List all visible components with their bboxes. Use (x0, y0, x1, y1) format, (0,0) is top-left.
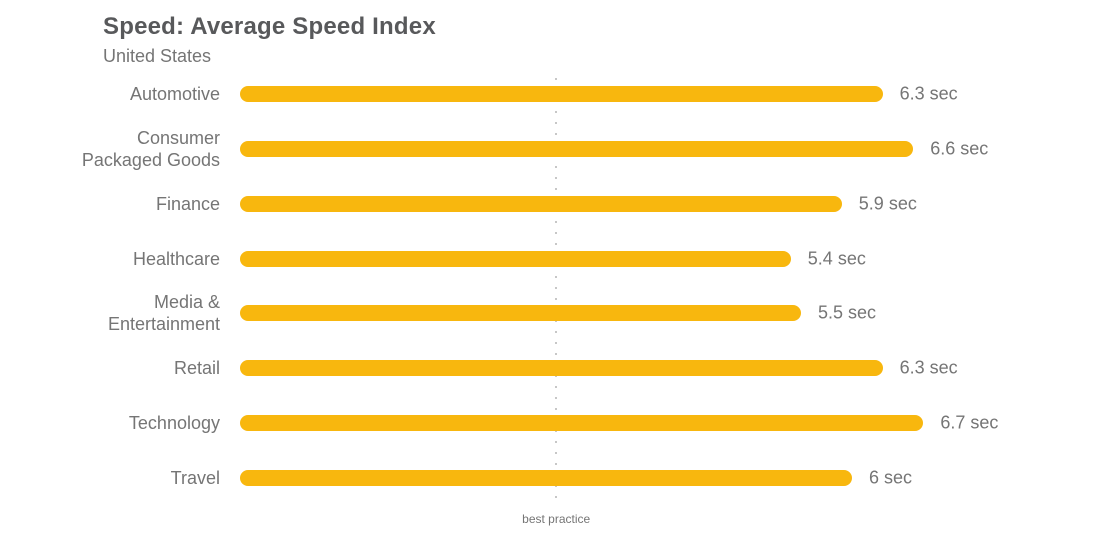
best-practice-reference-line (555, 78, 558, 502)
chart-title: Speed: Average Speed Index (103, 13, 436, 40)
category-label: Finance (155, 193, 220, 214)
bar (240, 250, 791, 267)
value-label: 6.7 sec (940, 412, 999, 433)
category-label: Retail (173, 358, 220, 379)
value-label: 5.5 sec (818, 302, 877, 323)
bar (240, 469, 852, 486)
bar (240, 305, 801, 322)
value-label: 5.4 sec (807, 248, 866, 269)
bar (240, 195, 842, 212)
value-label: 6.3 sec (899, 357, 958, 378)
category-label: Automotive (129, 84, 220, 104)
bar (240, 415, 924, 432)
bar (240, 360, 883, 377)
category-label: Travel (170, 467, 220, 488)
bar (240, 86, 883, 102)
value-label: 6 sec (869, 467, 913, 488)
value-label: 6.3 sec (899, 83, 958, 104)
category-label: Consumer Packaged Goods (81, 127, 220, 170)
value-label: 5.9 sec (858, 193, 917, 214)
best-practice-label: best practice (522, 512, 591, 526)
bar (240, 140, 914, 157)
category-label: Healthcare (132, 248, 220, 269)
category-label: Technology (128, 413, 220, 434)
category-label: Media & Entertainment (107, 292, 220, 335)
chart-subtitle: United States (103, 46, 212, 66)
value-label: 6.6 sec (930, 138, 989, 159)
